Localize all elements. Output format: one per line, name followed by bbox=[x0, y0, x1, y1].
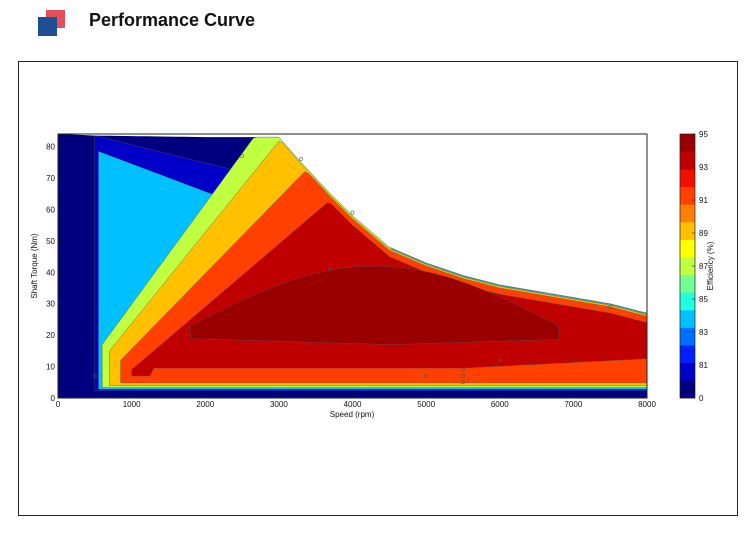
measured-point-1 bbox=[299, 157, 303, 162]
y-tick-label-20: 20 bbox=[46, 331, 55, 340]
y-tick-label-0: 0 bbox=[51, 394, 56, 403]
colorbar-band-12 bbox=[680, 169, 695, 188]
efficiency-contour-chart: 0 1000 2000 3000 4000 5000 6000 7000 8000 0 10 20 3… bbox=[30, 130, 715, 419]
colorbar-band-4 bbox=[680, 310, 695, 328]
measured-point-7 bbox=[424, 374, 429, 378]
colorbar-tick-label-95: 95 bbox=[699, 130, 708, 139]
colorbar-tick-label-81: 81 bbox=[699, 361, 708, 370]
measured-point-6 bbox=[461, 374, 465, 378]
colorbar-tick-label-83: 83 bbox=[699, 328, 708, 337]
measured-point-10 bbox=[92, 374, 97, 378]
colorbar-tick-label-89: 89 bbox=[699, 229, 708, 238]
contour-regions bbox=[58, 134, 647, 398]
logo-front-square bbox=[38, 17, 57, 36]
y-tick-label-50: 50 bbox=[46, 237, 55, 246]
colorbar-label: Efficiency (%) bbox=[706, 241, 715, 290]
efficiency-region-94 bbox=[190, 265, 559, 345]
measured-point-4 bbox=[497, 358, 502, 363]
x-tick-label-3000: 3000 bbox=[270, 400, 288, 409]
x-tick-label-2000: 2000 bbox=[196, 400, 214, 409]
x-tick-label-5000: 5000 bbox=[417, 400, 435, 409]
brand-logo bbox=[38, 10, 66, 38]
y-axis: 0 10 20 30 40 50 60 70 80 bbox=[46, 143, 61, 403]
y-tick-label-80: 80 bbox=[46, 143, 55, 152]
measured-point-2 bbox=[350, 210, 355, 215]
colorbar-band-2 bbox=[680, 345, 695, 364]
measured-points bbox=[92, 154, 613, 385]
colorbar: 95 93 91 89 87 85 83 81 0 bbox=[679, 130, 708, 403]
colorbar-tick-label-0: 0 bbox=[699, 394, 704, 403]
x-tick-label-6000: 6000 bbox=[491, 400, 509, 409]
x-tick-label-7000: 7000 bbox=[564, 400, 582, 409]
x-axis: 0 1000 2000 3000 4000 5000 6000 7000 8000 bbox=[56, 395, 656, 409]
y-axis-label: Shaft Torque (Nm) bbox=[30, 233, 39, 299]
x-axis-label: Speed (rpm) bbox=[330, 410, 375, 419]
measured-point-8 bbox=[461, 380, 465, 385]
measured-point-0 bbox=[240, 154, 244, 158]
colorbar-tick-label-93: 93 bbox=[699, 163, 708, 172]
colorbar-band-6 bbox=[680, 274, 695, 293]
colorbar-band-8 bbox=[680, 239, 695, 258]
colorbar-band-13 bbox=[680, 151, 695, 170]
y-tick-label-40: 40 bbox=[46, 268, 55, 277]
chart-frame: 0 1000 2000 3000 4000 5000 6000 7000 8000 0 10 20 3… bbox=[18, 61, 738, 516]
colorbar-tick-label-91: 91 bbox=[699, 196, 708, 205]
x-tick-label-4000: 4000 bbox=[344, 400, 362, 409]
colorbar-band-3 bbox=[680, 327, 695, 346]
colorbar-band-0 bbox=[680, 380, 695, 399]
x-tick-label-0: 0 bbox=[56, 400, 61, 409]
y-tick-label-60: 60 bbox=[46, 205, 55, 214]
y-tick-label-30: 30 bbox=[46, 300, 55, 309]
colorbar-band-14 bbox=[680, 134, 695, 152]
measured-point-3 bbox=[328, 267, 333, 272]
colorbar-band-9 bbox=[680, 222, 695, 240]
page-title: Performance Curve bbox=[89, 10, 256, 30]
colorbar-band-7 bbox=[680, 257, 695, 276]
x-tick-label-8000: 8000 bbox=[638, 400, 656, 409]
colorbar-tick-label-85: 85 bbox=[699, 295, 708, 304]
y-tick-label-10: 10 bbox=[46, 363, 55, 372]
measured-point-5 bbox=[461, 367, 465, 372]
y-tick-label-70: 70 bbox=[46, 174, 55, 183]
colorbar-band-5 bbox=[680, 292, 695, 311]
colorbar-band-11 bbox=[680, 186, 695, 205]
colorbar-tick-label-87: 87 bbox=[699, 262, 708, 271]
colorbar-band-10 bbox=[680, 204, 695, 223]
colorbar-band-1 bbox=[680, 362, 695, 381]
measured-point-9 bbox=[608, 304, 613, 309]
x-tick-label-1000: 1000 bbox=[123, 400, 141, 409]
